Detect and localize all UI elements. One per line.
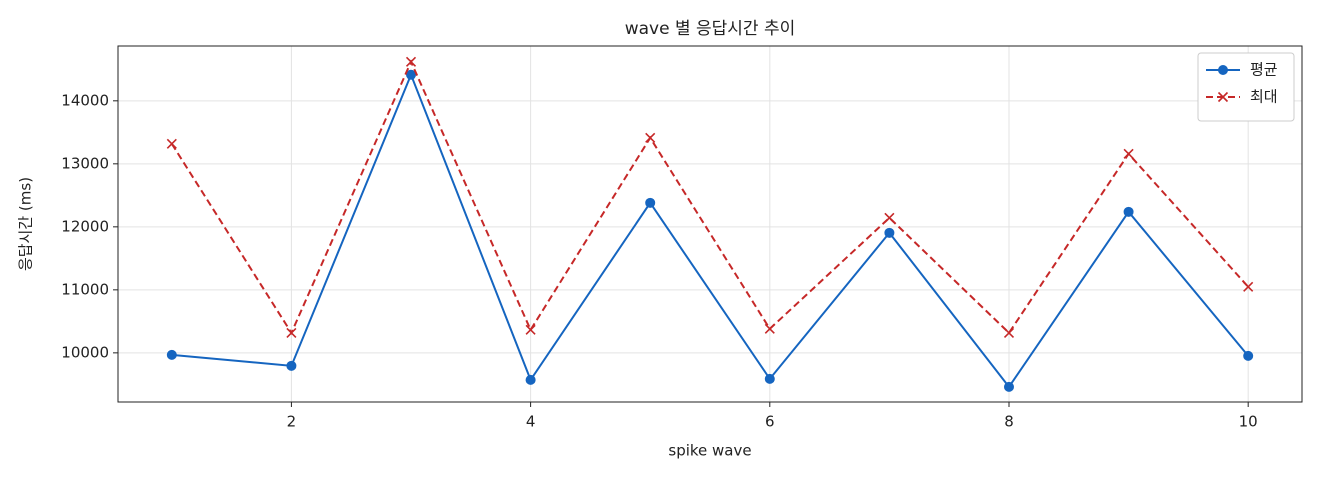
x-tick-label: 10 — [1239, 413, 1258, 431]
x-tick-label: 2 — [287, 413, 297, 431]
y-tick-label: 14000 — [61, 91, 109, 109]
plot-area — [166, 56, 1254, 392]
y-tick-label: 13000 — [61, 154, 109, 172]
y-tick-label: 10000 — [61, 343, 109, 361]
marker — [525, 374, 536, 385]
marker — [166, 349, 177, 360]
x-axis-label: spike wave — [668, 442, 751, 460]
legend-marker — [1218, 65, 1228, 75]
marker — [405, 56, 417, 67]
x-tick-label: 4 — [526, 413, 536, 431]
marker — [884, 212, 895, 223]
marker — [764, 323, 775, 334]
y-axis-label: 응답시간 (ms) — [17, 177, 35, 271]
x-tick-label: 6 — [765, 413, 775, 431]
legend-label: 평균 — [1250, 61, 1278, 79]
marker — [525, 324, 536, 335]
marker — [1123, 206, 1134, 217]
y-tick-label: 12000 — [61, 217, 109, 235]
marker — [166, 138, 177, 149]
marker — [1243, 350, 1254, 361]
series-line — [171, 72, 1249, 389]
marker — [1003, 381, 1014, 392]
marker — [764, 373, 775, 384]
marker — [1123, 148, 1134, 159]
marker — [1243, 281, 1254, 292]
marker — [1003, 327, 1015, 338]
y-tick-label: 11000 — [61, 280, 109, 298]
legend-label: 최대 — [1250, 88, 1278, 106]
marker — [884, 227, 895, 238]
marker — [645, 197, 656, 208]
marker — [286, 327, 297, 338]
marker — [286, 360, 297, 371]
marker — [406, 69, 417, 80]
grid — [118, 46, 1302, 402]
marker — [645, 132, 656, 143]
x-tick-label: 8 — [1004, 413, 1014, 431]
axes-frame — [117, 45, 1303, 403]
chart-title: wave 별 응답시간 추이 — [625, 19, 796, 39]
legend-box — [1197, 52, 1295, 122]
legend-marker — [1217, 91, 1229, 103]
